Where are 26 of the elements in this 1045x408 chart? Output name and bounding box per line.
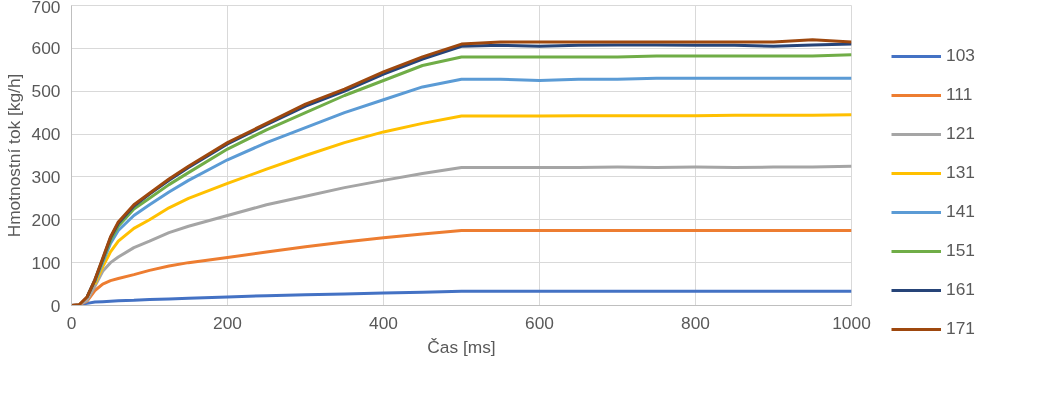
x-tick-label: 1000: [832, 312, 871, 333]
line-series: [93, 113, 852, 286]
x-tick-label: 200: [213, 312, 242, 333]
y-tick-label: 0: [50, 295, 61, 316]
x-axis-title: Čas [ms]: [427, 336, 496, 357]
legend-label: 121: [946, 123, 976, 144]
legend-label: 171: [946, 318, 976, 339]
y-tick-label: 400: [31, 124, 61, 145]
line-series: [93, 76, 852, 284]
y-tick-label: 500: [31, 81, 61, 102]
x-tick-label: 400: [369, 312, 398, 333]
legend-label: 111: [946, 84, 974, 105]
legend-label: 103: [946, 45, 976, 66]
legend-label: 141: [946, 201, 976, 222]
y-axis-title: Hmotnostní tok [kg/h]: [3, 73, 24, 238]
y-tick-label: 700: [31, 0, 61, 17]
y-tick-label: 300: [31, 166, 61, 187]
y-tick-label: 100: [31, 252, 61, 273]
x-tick-label: 800: [681, 312, 710, 333]
y-tick-label: 600: [31, 38, 61, 59]
x-tick-label: 600: [525, 312, 554, 333]
legend-label: 151: [946, 240, 976, 261]
legend-label: 161: [946, 279, 976, 300]
x-tick-label: 0: [66, 312, 77, 333]
y-tick-label: 200: [31, 209, 61, 230]
legend-label: 131: [946, 162, 976, 183]
